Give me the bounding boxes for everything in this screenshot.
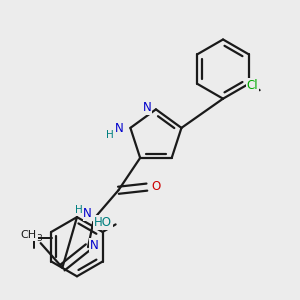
Text: HO: HO: [94, 216, 112, 229]
Text: H: H: [106, 130, 114, 140]
Text: N: N: [143, 101, 152, 114]
Text: CH: CH: [21, 230, 37, 240]
Text: H: H: [75, 205, 83, 215]
Text: N: N: [115, 122, 124, 135]
Text: 3: 3: [36, 234, 42, 243]
Text: Cl: Cl: [247, 79, 258, 92]
Text: O: O: [151, 180, 160, 193]
Text: N: N: [83, 208, 92, 220]
Text: N: N: [90, 238, 98, 252]
